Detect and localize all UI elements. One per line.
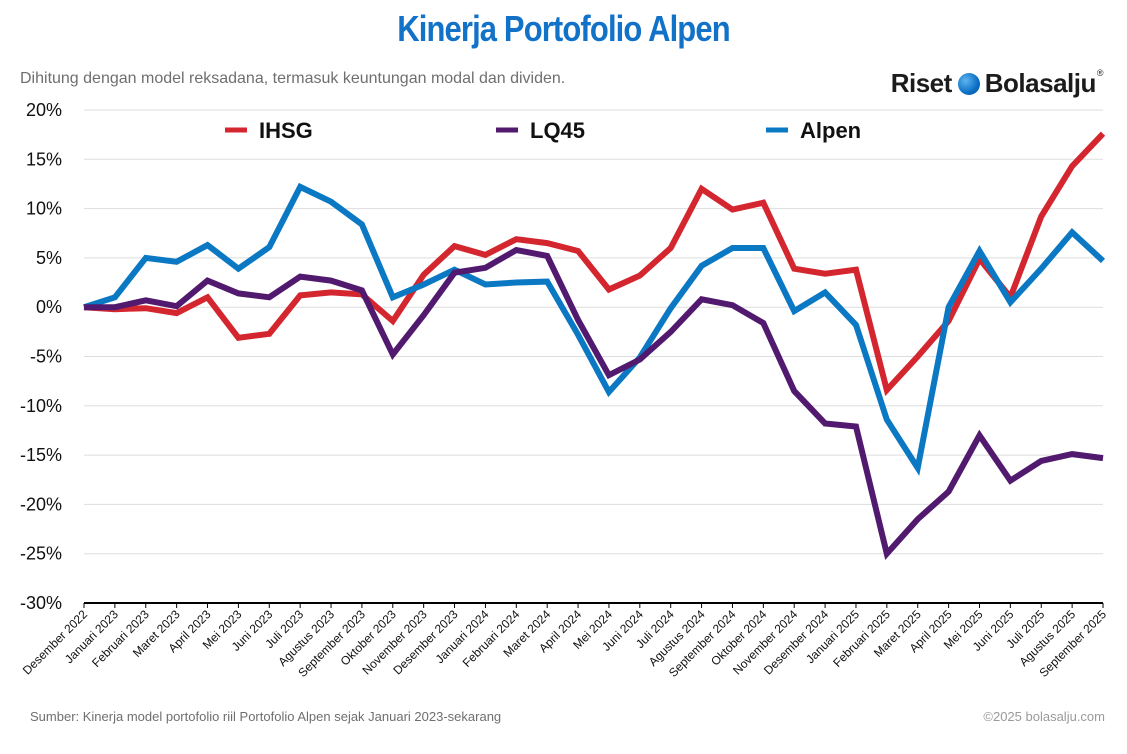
y-tick-label: -15% xyxy=(20,445,62,465)
y-tick-label: 0% xyxy=(36,297,62,317)
registered-mark: ® xyxy=(1096,68,1104,78)
y-tick-label: 20% xyxy=(26,100,62,120)
y-tick-label: -10% xyxy=(20,396,62,416)
series-line-alpen xyxy=(83,182,1106,476)
legend: IHSG LQ45 Alpen xyxy=(225,118,861,143)
logo-word-bolasalju: Bolasalju xyxy=(984,68,1097,98)
logo-word-riset: Riset xyxy=(890,68,953,98)
legend-label-lq45: LQ45 xyxy=(530,118,585,143)
source-note: Sumber: Kinerja model portofolio riil Po… xyxy=(30,709,502,724)
copyright-note: ©2025 bolasalju.com xyxy=(983,709,1105,724)
y-tick-label: -30% xyxy=(20,593,62,613)
legend-label-ihsg: IHSG xyxy=(259,118,313,143)
chart-title: Kinerja Portofolio Alpen xyxy=(397,8,730,49)
y-axis: 20% 15% 10% 5% 0% -5% -10% -15% -20% -25% -30% xyxy=(20,100,62,613)
snowball-icon xyxy=(957,72,980,95)
series-line-ihsg xyxy=(83,131,1106,397)
series-line-lq45 xyxy=(84,246,1104,560)
y-tick-label: 5% xyxy=(36,248,62,268)
y-tick-label: -5% xyxy=(30,347,62,367)
y-tick-label: -20% xyxy=(20,494,62,514)
series xyxy=(83,131,1106,560)
y-tick-label: 10% xyxy=(26,199,62,219)
chart-subtitle: Dihitung dengan model reksadana, termasu… xyxy=(20,70,566,87)
y-tick-label: 15% xyxy=(26,149,62,169)
legend-label-alpen: Alpen xyxy=(800,118,861,143)
brand-logo: Riset Bolasalju ® xyxy=(890,68,1104,99)
y-tick-label: -25% xyxy=(20,544,62,564)
